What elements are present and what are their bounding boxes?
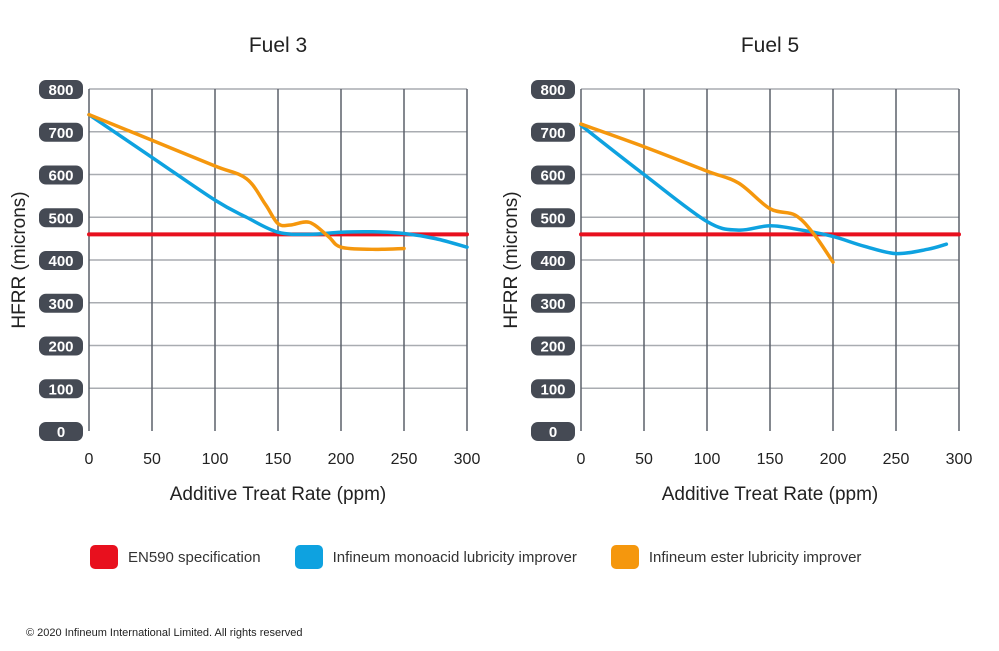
chart-title: Fuel 5 <box>741 34 799 57</box>
series-line-ester <box>87 112 406 252</box>
y-tick-badge <box>39 165 83 185</box>
y-tick-badge <box>531 251 575 270</box>
y-tick-label: 0 <box>549 424 557 441</box>
chart-2: 0 100 200 300 400 500 600 700 800 0 50 100 150 200 250… <box>501 34 972 505</box>
y-tick-label: 300 <box>540 296 565 313</box>
y-tick-label: 600 <box>48 168 73 185</box>
y-axis-label: HFRR (microns) <box>9 191 30 328</box>
x-tick-label: 150 <box>757 451 784 468</box>
y-tick-label: 500 <box>540 210 565 227</box>
legend-swatch <box>90 545 118 569</box>
legend-label: EN590 specification <box>128 548 261 566</box>
x-tick-label: 100 <box>202 451 229 468</box>
y-tick-label: 800 <box>540 82 565 99</box>
x-tick-label: 0 <box>577 451 586 468</box>
legend-item-en590: EN590 specification <box>90 545 261 569</box>
y-tick-badge <box>39 293 83 313</box>
y-tick-badge <box>39 80 83 99</box>
y-tick-label: 100 <box>48 381 73 398</box>
x-tick-label: 100 <box>694 451 721 468</box>
y-tick-badge <box>39 208 83 228</box>
chart-title: Fuel 3 <box>249 34 307 57</box>
copyright: © 2020 Infineum International Limited. A… <box>26 627 303 639</box>
y-tick-label: 600 <box>540 168 565 185</box>
y-tick-label: 700 <box>48 125 73 142</box>
x-tick-label: 300 <box>946 451 973 468</box>
y-tick-label: 700 <box>540 125 565 142</box>
x-axis-label: Additive Treat Rate (ppm) <box>662 484 878 505</box>
x-axis-label: Additive Treat Rate (ppm) <box>170 484 386 505</box>
y-tick-label: 200 <box>540 339 565 356</box>
y-tick-badge <box>531 80 575 99</box>
legend: EN590 specification Infineum monoacid lu… <box>90 545 861 569</box>
legend-swatch <box>294 545 323 569</box>
legend-label: Infineum monoacid lubricity improver <box>332 548 577 566</box>
y-tick-badge <box>39 422 83 441</box>
y-tick-badge <box>531 208 575 228</box>
x-tick-label: 50 <box>143 451 161 468</box>
x-tick-label: 300 <box>454 451 481 468</box>
y-tick-badge <box>531 336 575 356</box>
y-tick-label: 300 <box>48 296 73 313</box>
x-tick-label: 200 <box>328 451 355 468</box>
y-tick-badge <box>39 336 83 356</box>
x-tick-label: 50 <box>635 451 653 468</box>
legend-item-ester: Infineum ester lubricity improver <box>610 545 862 569</box>
y-tick-badge <box>39 122 83 142</box>
series-line-ester <box>579 122 835 264</box>
y-tick-label: 500 <box>48 210 73 227</box>
y-tick-badge <box>39 251 83 270</box>
y-axis-label: HFRR (microns) <box>501 191 522 328</box>
legend-item-monoacid: Infineum monoacid lubricity improver <box>294 545 577 569</box>
x-tick-label: 0 <box>85 451 94 468</box>
x-tick-label: 250 <box>883 451 910 468</box>
y-tick-label: 400 <box>540 253 565 270</box>
y-tick-badge <box>531 165 575 185</box>
series-line-monoacid <box>579 123 949 256</box>
y-tick-badge <box>531 379 575 399</box>
legend-label: Infineum ester lubricity improver <box>648 548 862 566</box>
y-tick-badge <box>531 422 575 441</box>
y-tick-badge <box>531 293 575 313</box>
x-tick-label: 200 <box>820 451 847 468</box>
y-tick-label: 800 <box>48 82 73 99</box>
y-tick-label: 100 <box>540 381 565 398</box>
x-tick-label: 150 <box>265 451 292 468</box>
y-tick-badge <box>39 379 83 399</box>
y-tick-label: 200 <box>48 339 73 356</box>
legend-swatch <box>610 545 639 569</box>
y-tick-label: 0 <box>57 424 65 441</box>
y-tick-badge <box>531 122 575 142</box>
y-tick-label: 400 <box>48 253 73 270</box>
x-tick-label: 250 <box>391 451 418 468</box>
series-line-monoacid <box>87 112 469 249</box>
chart-1: 0 100 200 300 400 500 600 700 800 0 50 100 150 200 250… <box>9 34 480 505</box>
